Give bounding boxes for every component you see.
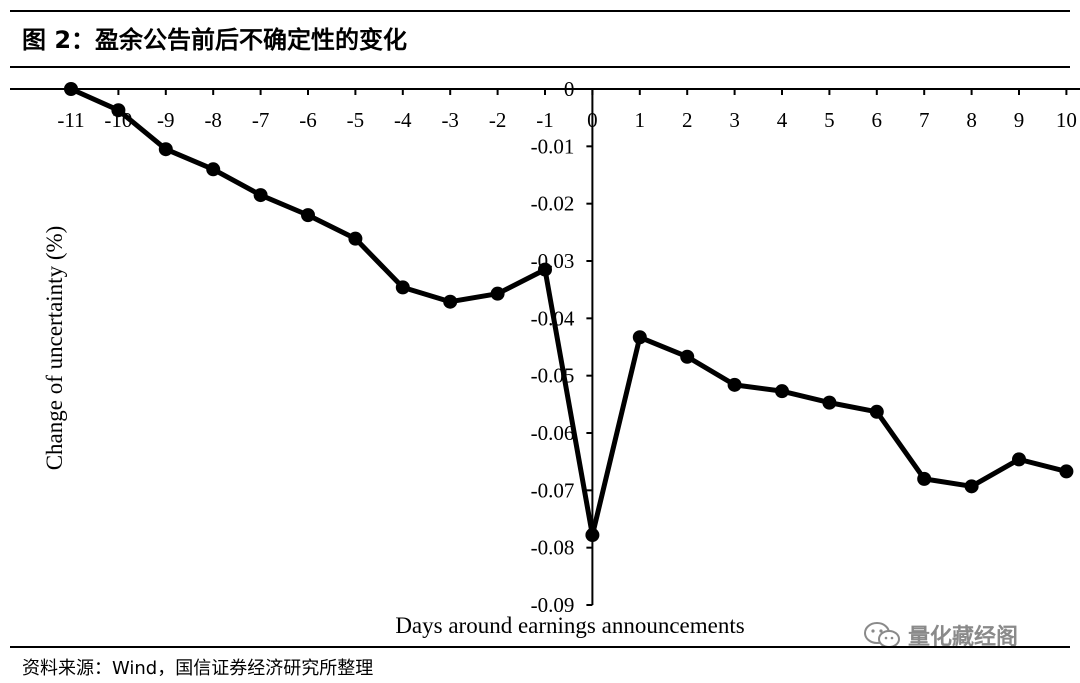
y-tick-label: -0.07	[531, 478, 575, 502]
y-tick-label: -0.09	[531, 593, 575, 617]
x-tick-label: -6	[299, 108, 317, 132]
x-tick-label: 1	[635, 108, 646, 132]
data-point	[490, 286, 505, 301]
data-point	[538, 262, 552, 277]
data-point	[443, 294, 458, 309]
bottom-rule	[10, 646, 1070, 648]
x-tick-label: -3	[441, 108, 459, 132]
x-tick-label: 9	[1014, 108, 1025, 132]
data-point	[395, 280, 410, 295]
top-rule	[10, 10, 1070, 12]
x-axis-label: Days around earnings announcements	[395, 613, 744, 638]
y-tick-label: -0.03	[531, 249, 575, 273]
x-tick-label: 2	[682, 108, 693, 132]
x-tick-label: -8	[204, 108, 222, 132]
data-point	[206, 162, 221, 177]
x-tick-label: 6	[872, 108, 883, 132]
data-point	[917, 471, 932, 486]
data-point	[301, 208, 315, 223]
x-tick-label: -11	[57, 108, 84, 132]
watermark-text: 量化藏经阁	[908, 625, 1019, 650]
y-tick-label: -0.08	[531, 536, 575, 560]
x-tick-label: -5	[347, 108, 365, 132]
x-tick-label: 8	[966, 108, 977, 132]
data-point	[253, 188, 268, 203]
data-point	[869, 404, 884, 419]
x-tick-label: 4	[777, 108, 788, 132]
figure-title: 图 2：盈余公告前后不确定性的变化	[22, 26, 408, 54]
series-line	[69, 86, 1068, 538]
data-point	[822, 395, 837, 410]
wechat-icon	[864, 622, 900, 648]
x-tick-label: -1	[536, 108, 554, 132]
y-tick-label: -0.06	[531, 421, 575, 445]
data-point	[348, 231, 363, 246]
data-point	[964, 479, 979, 494]
x-tick-label: -2	[489, 108, 507, 132]
x-tick-label: 10	[1056, 108, 1077, 132]
data-point	[680, 349, 695, 364]
data-point	[585, 528, 600, 543]
x-tick-label: -4	[394, 108, 412, 132]
x-tick-label: 7	[919, 108, 930, 132]
y-tick-label: -0.01	[531, 134, 575, 158]
data-point	[727, 377, 742, 392]
x-tick-label: -9	[157, 108, 175, 132]
x-tick-label: 0	[587, 108, 598, 132]
y-tick-label: 0	[564, 77, 575, 101]
watermark: 量化藏经阁	[862, 618, 1018, 652]
data-point	[64, 82, 78, 96]
y-axis-label: Change of uncertainty (%)	[42, 226, 67, 471]
data-point	[158, 142, 173, 157]
x-tick-label: 3	[729, 108, 740, 132]
y-tick-label: -0.02	[531, 192, 575, 216]
x-tick-label: 5	[824, 108, 835, 132]
data-point	[775, 384, 789, 399]
source-note: 资料来源：Wind，国信证券经济研究所整理	[22, 658, 374, 679]
title-rule	[10, 66, 1070, 68]
data-point	[632, 330, 647, 345]
data-point	[111, 103, 126, 118]
x-tick-label: -7	[252, 108, 270, 132]
data-point	[1012, 452, 1026, 467]
data-point	[1059, 464, 1074, 479]
